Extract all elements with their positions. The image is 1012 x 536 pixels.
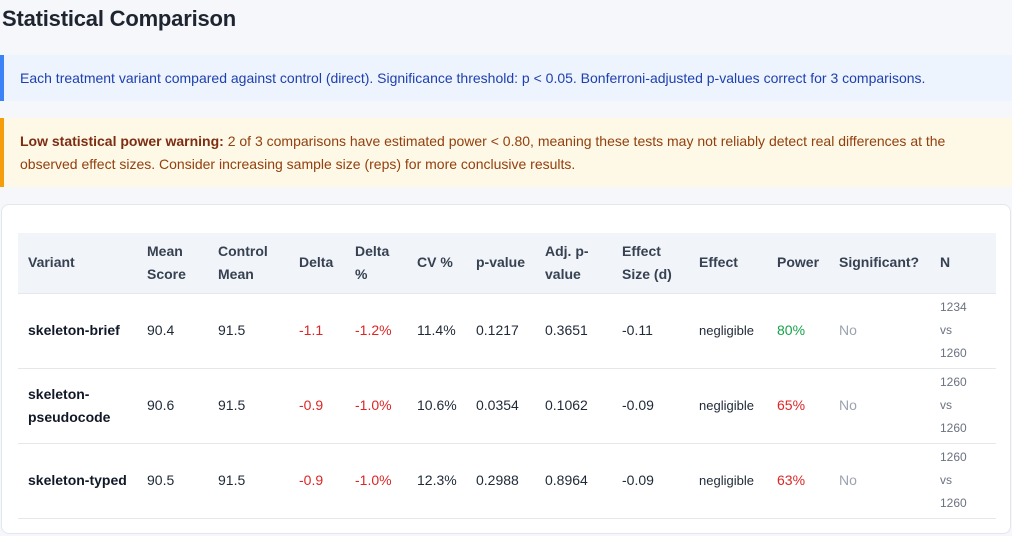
sample-size: 1260 vs 1260 [934, 443, 996, 519]
cv-pct: 12.3% [411, 443, 470, 519]
n-control: 1260 [940, 346, 967, 360]
info-banner-text: Each treatment variant compared against … [20, 70, 926, 86]
info-banner: Each treatment variant compared against … [0, 55, 1012, 101]
warning-lead: Low statistical power warning: [20, 133, 224, 149]
col-header-effect-size[interactable]: Effect Size (d) [616, 233, 693, 294]
effect-label: negligible [693, 443, 771, 519]
table-row: skeleton-typed 90.5 91.5 -0.9 -1.0% 12.3… [18, 443, 996, 519]
mean-score: 90.4 [141, 293, 212, 369]
mean-score: 90.5 [141, 443, 212, 519]
n-vs: vs [940, 473, 952, 487]
effect-label: negligible [693, 368, 771, 444]
page-title: Statistical Comparison [2, 6, 236, 31]
cv-pct: 10.6% [411, 368, 470, 444]
table-row: skeleton-brief 90.4 91.5 -1.1 -1.2% 11.4… [18, 293, 996, 369]
significant-value: No [833, 443, 934, 519]
col-header-effect[interactable]: Effect [693, 233, 771, 294]
col-header-cv-pct[interactable]: CV % [411, 233, 470, 294]
comparison-table: Variant Mean Score Control Mean Delta De… [18, 233, 996, 519]
n-control: 1260 [940, 496, 967, 510]
delta-pct: -1.0% [349, 368, 411, 444]
col-header-delta-pct[interactable]: Delta % [349, 233, 411, 294]
variant-name: skeleton-typed [18, 443, 141, 519]
col-header-mean-score[interactable]: Mean Score [141, 233, 212, 294]
adj-p-value: 0.1062 [539, 368, 616, 444]
comparison-card: Variant Mean Score Control Mean Delta De… [1, 204, 1011, 534]
power-value: 80% [771, 293, 833, 369]
sample-size: 1234 vs 1260 [934, 293, 996, 369]
n-treatment: 1260 [940, 450, 967, 464]
n-treatment: 1260 [940, 375, 967, 389]
adj-p-value: 0.8964 [539, 443, 616, 519]
n-vs: vs [940, 323, 952, 337]
col-header-variant[interactable]: Variant [18, 233, 141, 294]
n-vs: vs [940, 398, 952, 412]
power-warning-banner: Low statistical power warning: 2 of 3 co… [0, 118, 1012, 187]
col-header-p-value[interactable]: p-value [470, 233, 539, 294]
control-mean: 91.5 [212, 293, 293, 369]
delta: -0.9 [293, 443, 349, 519]
delta: -0.9 [293, 368, 349, 444]
col-header-control-mean[interactable]: Control Mean [212, 233, 293, 294]
delta-pct: -1.0% [349, 443, 411, 519]
variant-name: skeleton-brief [18, 293, 141, 369]
col-header-delta[interactable]: Delta [293, 233, 349, 294]
cv-pct: 11.4% [411, 293, 470, 369]
n-control: 1260 [940, 421, 967, 435]
sample-size: 1260 vs 1260 [934, 368, 996, 444]
warning-text: 2 of 3 comparisons have estimated power … [20, 133, 946, 172]
col-header-significant[interactable]: Significant? [833, 233, 934, 294]
p-value: 0.2988 [470, 443, 539, 519]
power-value: 65% [771, 368, 833, 444]
mean-score: 90.6 [141, 368, 212, 444]
variant-name: skeleton-pseudocode [18, 368, 141, 444]
effect-size: -0.09 [616, 443, 693, 519]
p-value: 0.1217 [470, 293, 539, 369]
table-row: skeleton-pseudocode 90.6 91.5 -0.9 -1.0%… [18, 368, 996, 444]
significant-value: No [833, 368, 934, 444]
table-header-row: Variant Mean Score Control Mean Delta De… [18, 233, 996, 294]
effect-size: -0.09 [616, 368, 693, 444]
delta: -1.1 [293, 293, 349, 369]
control-mean: 91.5 [212, 368, 293, 444]
col-header-adj-p-value[interactable]: Adj. p-value [539, 233, 616, 294]
effect-label: negligible [693, 293, 771, 369]
n-treatment: 1234 [940, 300, 967, 314]
control-mean: 91.5 [212, 443, 293, 519]
col-header-power[interactable]: Power [771, 233, 833, 294]
effect-size: -0.11 [616, 293, 693, 369]
p-value: 0.0354 [470, 368, 539, 444]
significant-value: No [833, 293, 934, 369]
power-value: 63% [771, 443, 833, 519]
col-header-n[interactable]: N [934, 233, 996, 294]
delta-pct: -1.2% [349, 293, 411, 369]
adj-p-value: 0.3651 [539, 293, 616, 369]
